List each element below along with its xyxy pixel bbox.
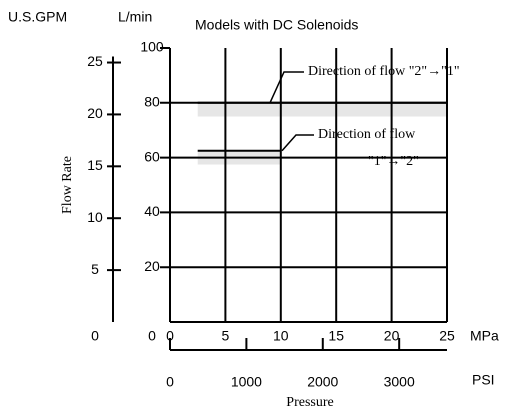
x2-tick-label: 0 — [166, 374, 174, 390]
flow-band — [197, 102, 447, 117]
x-tick-label: 20 — [384, 328, 400, 344]
x-tick-label: 0 — [166, 328, 174, 344]
x2-tick-label: 1000 — [231, 374, 262, 390]
y-tick-label: 0 — [148, 328, 156, 344]
annotation-leader — [269, 71, 304, 104]
y-tick-label: 40 — [144, 203, 160, 219]
annotation-label: Direction of flow "2"→"1" — [308, 64, 460, 79]
x2-unit: PSI — [472, 372, 495, 388]
annotation-leader — [281, 134, 314, 152]
y-tick-label: 100 — [140, 39, 164, 55]
chart-title: Models with DC Solenoids — [195, 17, 358, 33]
x-tick-label: 15 — [328, 328, 344, 344]
y-tick-label: 80 — [144, 94, 160, 110]
y-unit: L/min — [118, 9, 152, 25]
x-tick-label: 25 — [439, 328, 455, 344]
y2-tick-label: 15 — [87, 157, 103, 173]
y2-unit: U.S.GPM — [8, 9, 67, 25]
y2-tick-label: 10 — [87, 209, 103, 225]
y-axis-label: Flow Rate — [60, 156, 75, 214]
y-tick-label: 20 — [144, 258, 160, 274]
annotation-label: Direction of flow — [318, 127, 416, 142]
y-tick-label: 60 — [144, 148, 160, 164]
x2-tick-label: 3000 — [384, 374, 415, 390]
y2-tick-label: 25 — [87, 53, 103, 69]
y2-tick-label: 20 — [87, 105, 103, 121]
annotation-label: "1"→"2" — [368, 154, 419, 169]
x-axis-label: Pressure — [286, 395, 333, 410]
x2-tick-label: 2000 — [307, 374, 338, 390]
y2-tick-label: 0 — [91, 328, 99, 344]
x-unit: MPa — [470, 328, 499, 344]
y2-tick-label: 5 — [91, 261, 99, 277]
x-tick-label: 5 — [222, 328, 230, 344]
x-tick-label: 10 — [273, 328, 289, 344]
